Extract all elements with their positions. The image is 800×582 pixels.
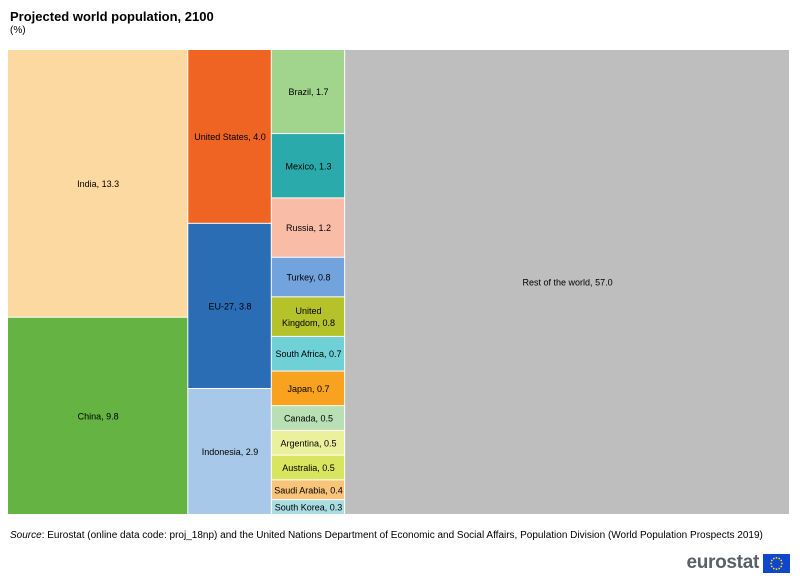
eurostat-logo: eurostat [686, 552, 790, 574]
chart-unit: (%) [10, 25, 26, 36]
chart-title: Projected world population, 2100 [10, 9, 214, 24]
treemap-cell-canada [271, 406, 345, 430]
treemap-label-india: India, 13.3 [77, 179, 119, 189]
treemap-label-eu-27: EU-27, 3.8 [209, 301, 252, 311]
treemap-cell-brazil [271, 50, 345, 134]
treemap-cell-south-africa [271, 336, 345, 371]
treemap-label-mexico: Mexico, 1.3 [285, 161, 331, 171]
treemap-cell-saudi-arabia [271, 480, 345, 500]
treemap-label-argentina: Argentina, 0.5 [280, 438, 336, 448]
treemap-label-australia: Australia, 0.5 [282, 463, 335, 473]
treemap-label-japan: Japan, 0.7 [287, 384, 329, 394]
treemap-cell-japan [271, 371, 345, 406]
source-text: : Eurostat (online data code: proj_18np)… [41, 530, 763, 541]
treemap-cell-china [8, 317, 188, 514]
treemap-label-russia: Russia, 1.2 [286, 223, 331, 233]
treemap-label-south-africa: South Africa, 0.7 [275, 349, 341, 359]
treemap-cell-mexico [271, 134, 345, 198]
treemap-label-turkey: Turkey, 0.8 [286, 273, 330, 283]
treemap-cell-turkey [271, 257, 345, 297]
logo-text: eurostat [686, 552, 759, 573]
treemap-label-china: China, 9.8 [78, 411, 119, 421]
treemap-cell-indonesia [188, 388, 271, 514]
treemap-label-saudi-arabia: Saudi Arabia, 0.4 [274, 485, 343, 495]
treemap-label-indonesia: Indonesia, 2.9 [202, 447, 259, 457]
treemap-cell-eu-27 [188, 223, 271, 388]
source-note: Source: Eurostat (online data code: proj… [10, 530, 790, 541]
eu-flag-icon [763, 553, 790, 573]
treemap-label-canada: Canada, 0.5 [284, 414, 333, 424]
treemap-label-united-kingdom: United Kingdom, 0.8 [282, 306, 335, 328]
treemap-cell-united-kingdom [271, 297, 345, 336]
treemap-cell-australia [271, 455, 345, 480]
source-label: Source [10, 530, 42, 541]
treemap-cell-united-states [188, 50, 271, 223]
treemap-cell-south-korea [271, 500, 345, 514]
treemap-label-rest-of-the-world: Rest of the world, 57.0 [523, 278, 613, 288]
treemap-label-south-korea: South Korea, 0.3 [275, 503, 343, 513]
treemap-cell-russia [271, 198, 345, 257]
treemap-chart: India, 13.3 China, 9.8 United States, 4.0 E… [8, 50, 789, 514]
treemap-cell-argentina [271, 430, 345, 455]
treemap-cell-rest-of-the-world [345, 50, 789, 514]
treemap-label-united-states: United States, 4.0 [194, 132, 266, 142]
treemap-label-brazil: Brazil, 1.7 [288, 87, 328, 97]
treemap-cell-india [8, 50, 188, 317]
